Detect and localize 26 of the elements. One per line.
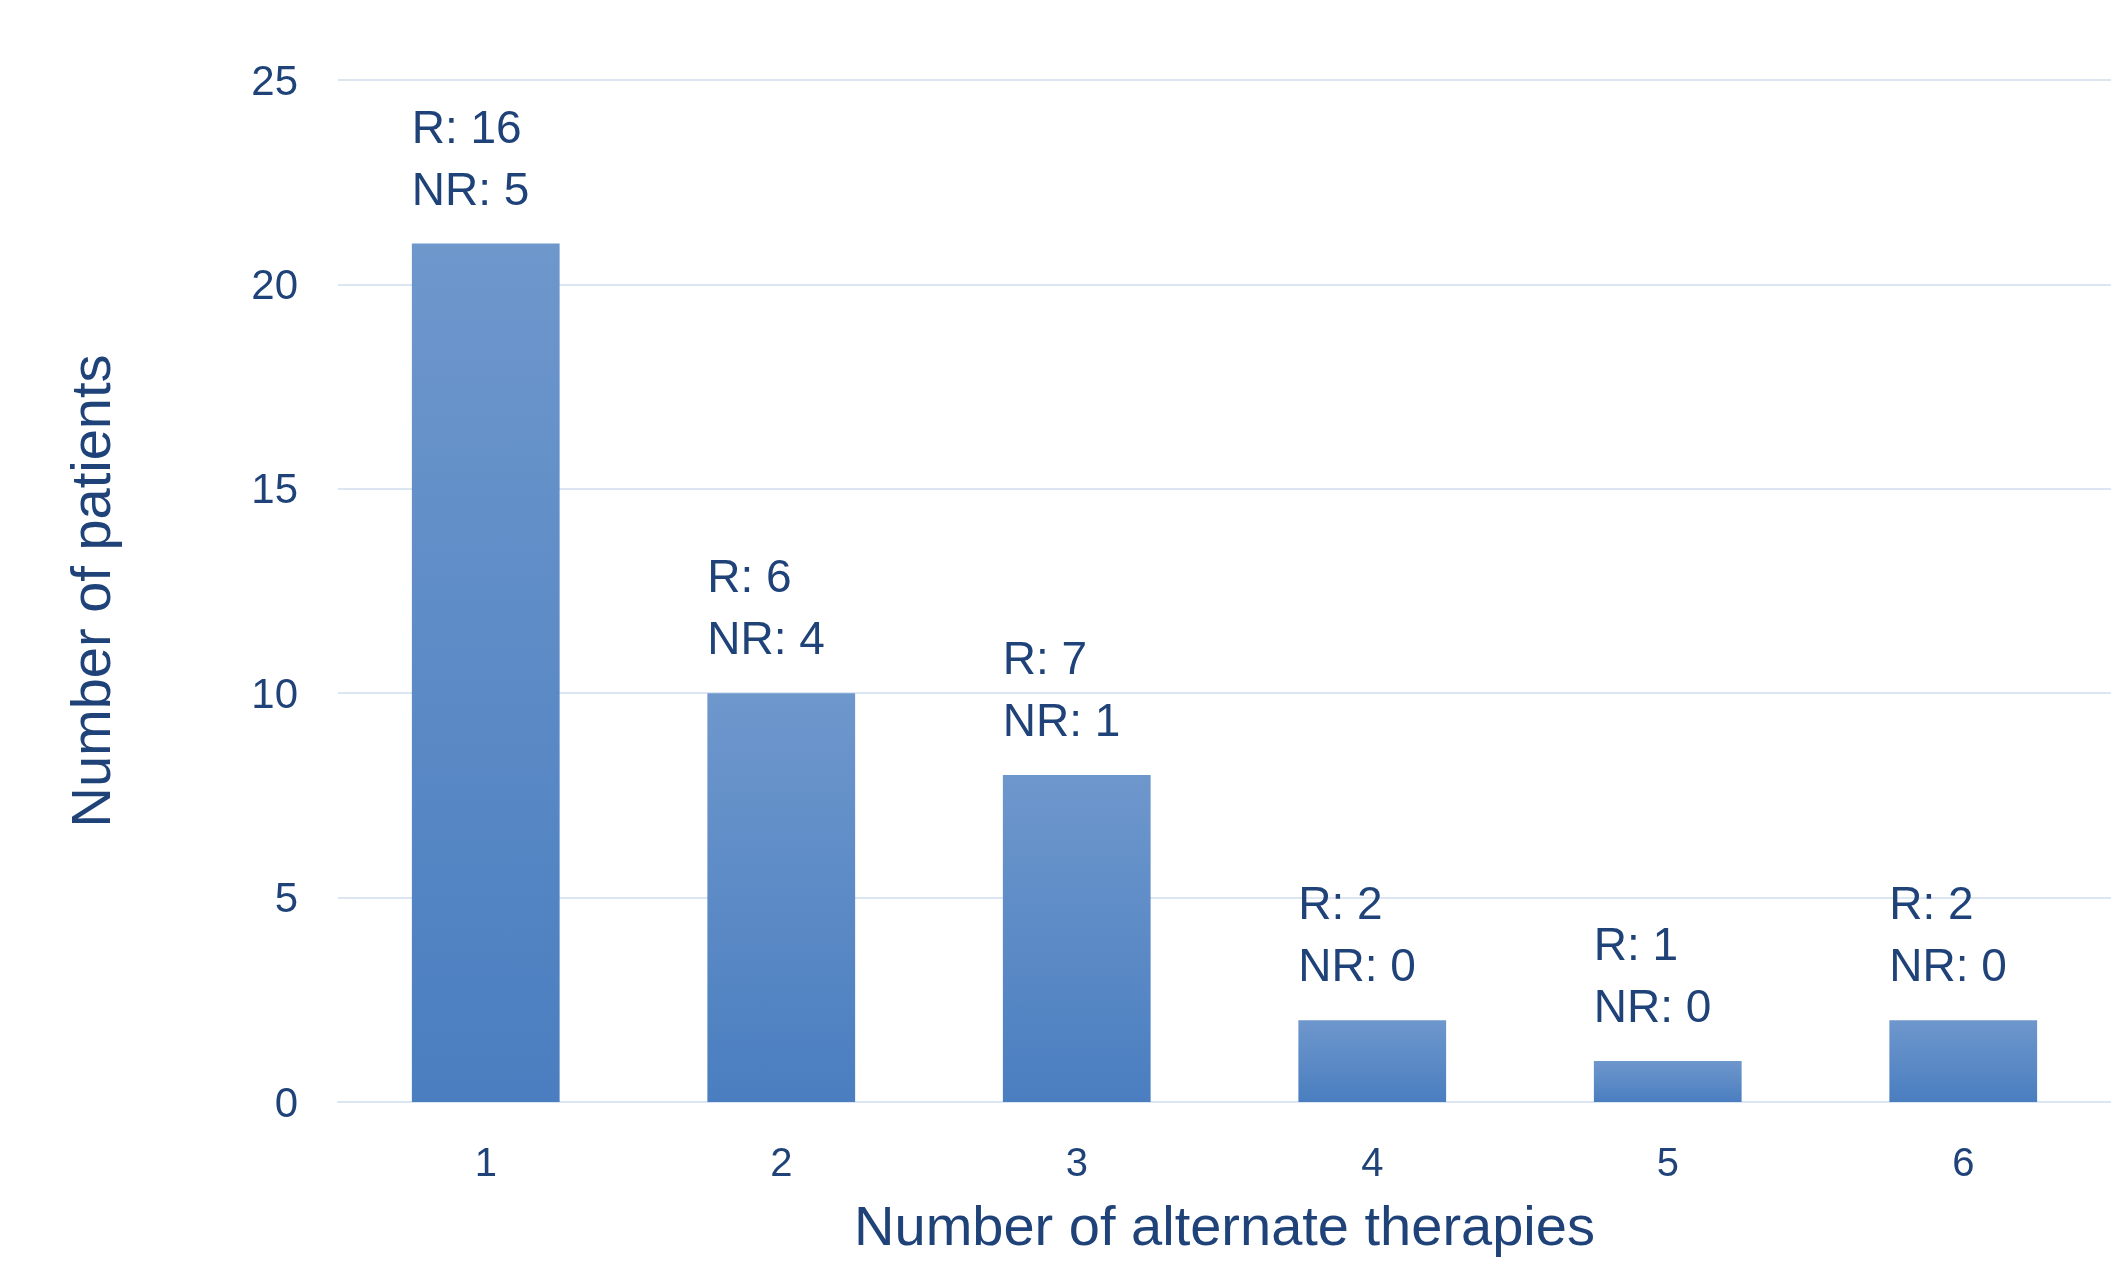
- x-tick-label: 2: [770, 1140, 793, 1184]
- bar: [411, 243, 560, 1102]
- y-tick-label: 15: [251, 465, 298, 513]
- data-label: R: 1 NR: 0: [1593, 918, 1712, 1033]
- data-label: R: 16 NR: 5: [411, 100, 530, 215]
- bar: [1298, 1020, 1447, 1102]
- bar: [1002, 774, 1151, 1102]
- x-tick-label: 3: [1065, 1140, 1088, 1184]
- y-tick-label: 20: [251, 260, 298, 308]
- data-label: R: 2 NR: 0: [1889, 877, 2007, 992]
- y-tick-label: 5: [274, 874, 298, 922]
- x-tick-label: 5: [1656, 1140, 1679, 1184]
- x-tick-label: 4: [1361, 1140, 1384, 1184]
- bar: [707, 693, 856, 1102]
- y-axis-title: Number of patients: [58, 354, 122, 828]
- bar: [1889, 1020, 2038, 1102]
- x-tick-label: 6: [1952, 1140, 1975, 1184]
- data-label: R: 6 NR: 4: [707, 550, 825, 665]
- data-label: R: 7 NR: 1: [1002, 631, 1121, 746]
- y-tick-label: 10: [251, 669, 298, 717]
- x-axis-title: Number of alternate therapies: [854, 1193, 1595, 1257]
- y-tick-label: 0: [274, 1078, 298, 1126]
- y-tick-label: 25: [251, 56, 298, 104]
- data-label: R: 2 NR: 0: [1298, 877, 1416, 992]
- x-tick-label: 1: [474, 1140, 497, 1184]
- bar: [1593, 1061, 1742, 1102]
